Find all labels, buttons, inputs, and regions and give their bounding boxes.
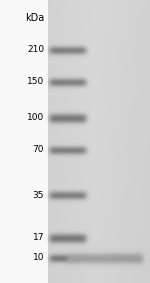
Text: 100: 100 — [27, 113, 44, 123]
Text: 35: 35 — [33, 190, 44, 200]
Text: 210: 210 — [27, 46, 44, 55]
Text: kDa: kDa — [25, 13, 44, 23]
Text: 70: 70 — [33, 145, 44, 155]
Text: 150: 150 — [27, 78, 44, 87]
Text: 17: 17 — [33, 233, 44, 243]
Text: 10: 10 — [33, 254, 44, 263]
